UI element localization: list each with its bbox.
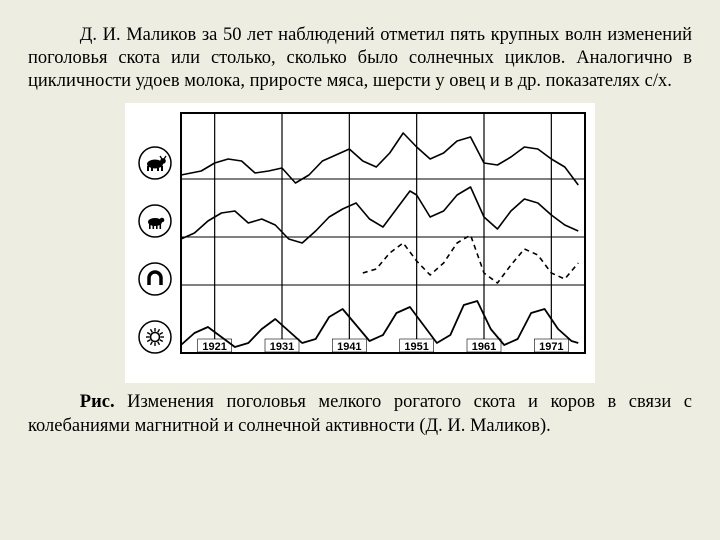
svg-text:1971: 1971: [539, 341, 563, 353]
svg-text:1941: 1941: [337, 341, 361, 353]
intro-paragraph: Д. И. Маликов за 50 лет наблюдений отмет…: [28, 24, 692, 93]
livestock-chart: 1921 1931 1941 1951 1961 1971: [125, 103, 595, 383]
svg-text:1931: 1931: [270, 341, 294, 353]
caption-text: Изменения поголовья мелкого рогатого ско…: [28, 392, 692, 435]
caption-label: Рис.: [80, 392, 115, 412]
svg-text:1961: 1961: [472, 341, 496, 353]
svg-text:1951: 1951: [404, 341, 428, 353]
svg-text:1921: 1921: [202, 341, 226, 353]
figure-container: 1921 1931 1941 1951 1961 1971: [28, 103, 692, 383]
figure-caption: Рис. Изменения поголовья мелкого рогатог…: [28, 391, 692, 437]
